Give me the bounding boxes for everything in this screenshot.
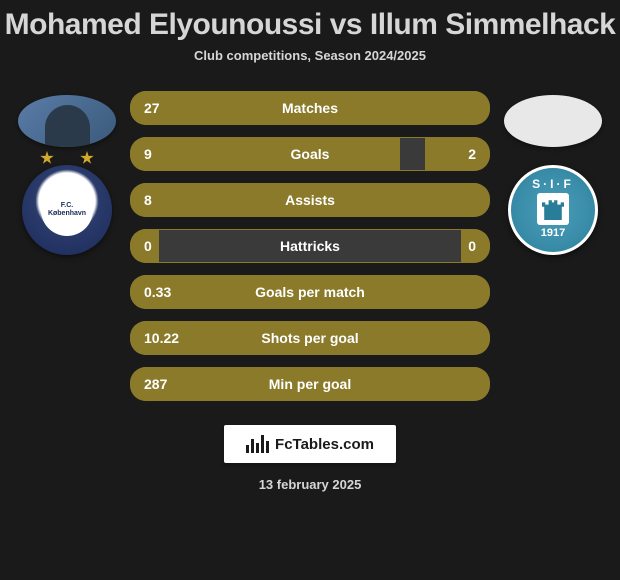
- club-badge-right-top: S·I·F: [532, 177, 574, 191]
- bar-value-left: 287: [144, 376, 167, 392]
- date-text: 13 february 2025: [259, 477, 362, 492]
- stat-row: Goals 9 2: [130, 137, 490, 171]
- bar-value-left: 27: [144, 100, 160, 116]
- left-player-column: F.C. København: [12, 91, 122, 255]
- stat-row: Shots per goal 10.22: [130, 321, 490, 355]
- bar-label: Min per goal: [269, 376, 351, 392]
- club-badge-right-center: [537, 193, 569, 225]
- castle-icon: [542, 198, 564, 220]
- club-badge-right-year: 1917: [541, 227, 565, 239]
- stat-row: Min per goal 287: [130, 367, 490, 401]
- subtitle: Club competitions, Season 2024/2025: [0, 48, 620, 63]
- club-badge-left: F.C. København: [22, 165, 112, 255]
- club-badge-left-inner: F.C. København: [41, 184, 93, 236]
- club-badge-right: S·I·F 1917: [508, 165, 598, 255]
- bar-label: Shots per goal: [261, 330, 358, 346]
- bar-value-left: 8: [144, 192, 152, 208]
- bar-label: Goals: [291, 146, 330, 162]
- footer: FcTables.com 13 february 2025: [0, 425, 620, 492]
- bar-value-left: 0: [144, 238, 152, 254]
- stat-row: Assists 8: [130, 183, 490, 217]
- bar-fill-left: [130, 137, 400, 171]
- right-player-column: S·I·F 1917: [498, 91, 608, 255]
- player-right-photo: [504, 95, 602, 147]
- bar-value-left: 9: [144, 146, 152, 162]
- bar-fill-right: [425, 137, 490, 171]
- bar-label: Assists: [285, 192, 335, 208]
- stat-row: Goals per match 0.33: [130, 275, 490, 309]
- bar-value-left: 0.33: [144, 284, 171, 300]
- player-silhouette-icon: [45, 105, 90, 148]
- brand-logo: FcTables.com: [224, 425, 396, 463]
- bar-label: Hattricks: [280, 238, 340, 254]
- player-left-photo: [18, 95, 116, 147]
- brand-text: FcTables.com: [275, 436, 374, 453]
- main-area: F.C. København Matches 27 Goals 9 2 Assists 8 H…: [0, 91, 620, 401]
- bar-value-left: 10.22: [144, 330, 179, 346]
- stats-bars: Matches 27 Goals 9 2 Assists 8 Hattricks 0 0 Goals…: [130, 91, 490, 401]
- bar-value-right: 0: [468, 238, 476, 254]
- comparison-infographic: Mohamed Elyounoussi vs Illum Simmelhack …: [0, 0, 620, 580]
- bar-label: Goals per match: [255, 284, 365, 300]
- bar-chart-icon: [246, 435, 269, 453]
- stat-row: Hattricks 0 0: [130, 229, 490, 263]
- stat-row: Matches 27: [130, 91, 490, 125]
- page-title: Mohamed Elyounoussi vs Illum Simmelhack: [0, 8, 620, 42]
- bar-value-right: 2: [468, 146, 476, 162]
- bar-label: Matches: [282, 100, 338, 116]
